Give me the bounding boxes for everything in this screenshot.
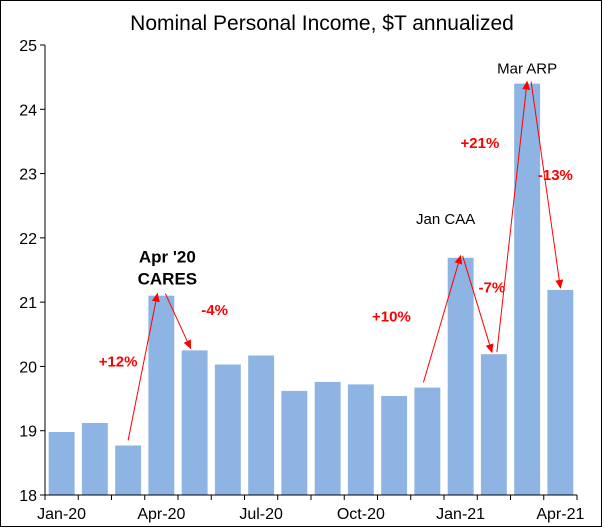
x-tick-label: Jan-21 [436,506,485,523]
bars-group [48,83,574,495]
change-label: -13% [538,167,573,184]
x-tick-label: Oct-20 [337,506,385,523]
change-arrow [422,254,463,383]
bar-Mar-20 [115,445,142,495]
bar-Aug-20 [281,390,308,495]
bar-Jan-20 [48,432,75,495]
x-tick-label: Jul-20 [239,506,283,523]
change-label: +10% [372,308,411,325]
change-label: +21% [461,135,500,152]
change-arrow [127,292,160,441]
change-label: -7% [479,280,506,297]
event-label: CARES [138,270,198,289]
bar-Nov-20 [381,396,408,495]
event-label: Mar ARP [497,61,557,78]
x-tick-label: Apr-20 [137,506,185,523]
y-tick-label: 20 [19,359,37,376]
change-arrow [530,81,564,289]
bar-Jan-21 [447,257,474,495]
bar-Dec-20 [414,387,441,495]
bar-Apr-21 [547,289,574,495]
change-label: +12% [99,353,138,370]
annotations-group: Apr '20 CARES Jan CAA Mar ARP +12% -4% +10% -7%… [99,61,573,441]
bar-Jul-20 [248,355,275,495]
change-arrow [496,80,531,353]
y-tick-label: 21 [19,295,37,312]
x-tick-label: Apr-21 [536,506,584,523]
change-label: -4% [201,302,228,319]
change-arrow [462,255,494,354]
y-tick-label: 22 [19,231,37,248]
bar-Sep-20 [314,381,341,495]
change-arrow [164,293,192,350]
y-tick-label: 25 [19,38,37,55]
bar-May-20 [181,350,208,495]
bar-Mar-21 [514,83,541,495]
bar-Feb-21 [480,354,507,495]
event-label: Apr '20 [139,248,196,267]
bar-Oct-20 [347,384,374,495]
x-tick-label: Jan-20 [37,506,86,523]
y-tick-label: 18 [19,488,37,505]
bar-Feb-20 [81,423,108,495]
axes-group: 18 19 20 21 22 23 24 25 Jan-20 Apr-20 Jul-20 Oct-20… [19,38,584,523]
chart-title: Nominal Personal Income, $T annualized [130,12,514,35]
y-tick-label: 23 [19,167,37,184]
event-label: Jan CAA [416,211,475,228]
y-tick-label: 19 [19,424,37,441]
bar-Apr-20 [148,295,175,495]
y-tick-label: 24 [19,102,37,119]
bar-Jun-20 [214,364,241,495]
